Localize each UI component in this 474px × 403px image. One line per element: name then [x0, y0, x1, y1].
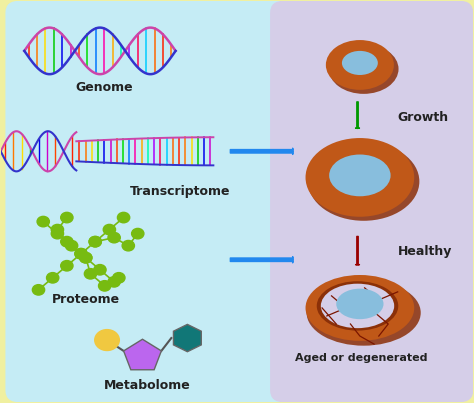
Circle shape	[80, 253, 92, 263]
Ellipse shape	[308, 142, 419, 221]
Circle shape	[75, 249, 87, 259]
Ellipse shape	[307, 280, 421, 346]
Circle shape	[37, 216, 49, 227]
Circle shape	[118, 212, 130, 223]
Circle shape	[94, 264, 106, 275]
Circle shape	[99, 280, 111, 291]
Circle shape	[122, 241, 135, 251]
Circle shape	[89, 237, 101, 247]
Circle shape	[65, 241, 78, 251]
Circle shape	[103, 224, 116, 235]
Circle shape	[108, 233, 120, 243]
Circle shape	[46, 272, 59, 283]
Ellipse shape	[329, 154, 391, 196]
Text: Proteome: Proteome	[52, 293, 120, 306]
Circle shape	[61, 237, 73, 247]
Text: Genome: Genome	[76, 81, 134, 94]
Text: Healthy: Healthy	[398, 245, 452, 258]
Circle shape	[113, 272, 125, 283]
Ellipse shape	[329, 44, 399, 94]
Ellipse shape	[306, 275, 414, 341]
Text: Transcriptome: Transcriptome	[130, 185, 230, 198]
Circle shape	[51, 229, 64, 239]
Circle shape	[132, 229, 144, 239]
Text: Growth: Growth	[398, 112, 449, 125]
Circle shape	[61, 212, 73, 223]
Circle shape	[89, 237, 101, 247]
FancyBboxPatch shape	[5, 1, 294, 402]
Ellipse shape	[317, 281, 398, 330]
Text: Metabolome: Metabolome	[104, 379, 191, 392]
Polygon shape	[124, 339, 161, 370]
Ellipse shape	[336, 289, 383, 319]
Circle shape	[61, 260, 73, 271]
Circle shape	[32, 285, 45, 295]
Circle shape	[108, 276, 120, 287]
Circle shape	[80, 253, 92, 263]
Ellipse shape	[321, 284, 394, 328]
Circle shape	[95, 330, 119, 351]
Circle shape	[75, 249, 87, 259]
Circle shape	[84, 268, 97, 279]
Ellipse shape	[326, 40, 394, 90]
Ellipse shape	[342, 51, 378, 75]
Text: Aged or degenerated: Aged or degenerated	[294, 353, 427, 364]
Circle shape	[51, 224, 64, 235]
Polygon shape	[173, 324, 201, 352]
FancyBboxPatch shape	[270, 1, 474, 402]
Ellipse shape	[306, 138, 414, 217]
